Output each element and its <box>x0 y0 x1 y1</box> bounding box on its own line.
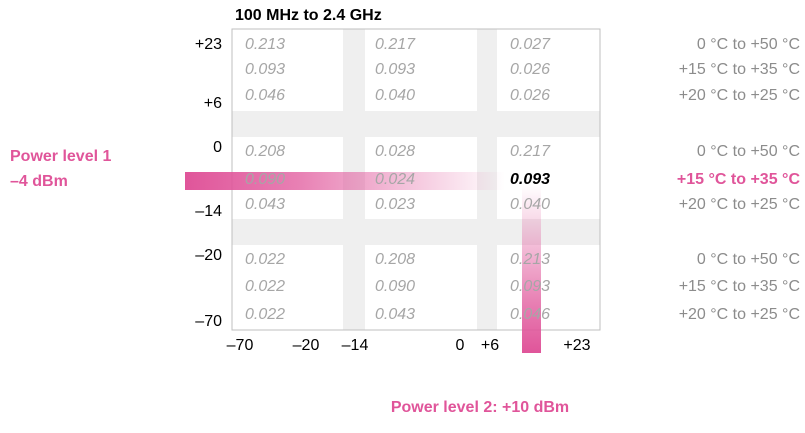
cell: 0.027 <box>510 36 551 53</box>
x-label: +6 <box>481 337 499 354</box>
cell: 0.090 <box>245 171 285 188</box>
cell: 0.040 <box>375 87 415 104</box>
power-level-1: Power level 1 <box>10 148 111 165</box>
y-label: +23 <box>195 36 222 53</box>
cell: 0.213 <box>245 36 285 53</box>
y-label: –14 <box>195 203 222 220</box>
row-band <box>232 111 600 137</box>
cell: 0.093 <box>375 61 415 78</box>
temperature: +15 °C to +35 °C <box>679 278 800 295</box>
cell: 0.023 <box>375 196 415 213</box>
x-label: –14 <box>342 337 369 354</box>
temperature: +20 °C to +25 °C <box>679 196 800 213</box>
temperature: +20 °C to +25 °C <box>679 306 800 323</box>
temperature: +15 °C to +35 °C <box>679 61 800 78</box>
title: 100 MHz to 2.4 GHz <box>235 7 382 24</box>
row-band <box>232 219 600 245</box>
cell: 0.213 <box>510 251 550 268</box>
x-label: +23 <box>563 337 590 354</box>
cell: 0.208 <box>375 251 415 268</box>
x-label: 0 <box>456 337 465 354</box>
temperature: 0 °C to +50 °C <box>697 36 800 53</box>
cell: 0.022 <box>245 278 285 295</box>
highlighted-cell: 0.093 <box>510 171 550 188</box>
cell: 0.026 <box>510 87 550 104</box>
power-level-1-value: –4 dBm <box>10 173 68 190</box>
power-level-1-bar <box>185 172 505 190</box>
power-level-2: Power level 2: +10 dBm <box>391 399 569 416</box>
cell: 0.046 <box>245 87 285 104</box>
y-label: –20 <box>195 247 222 264</box>
cell: 0.043 <box>245 196 285 213</box>
cell: 0.217 <box>510 143 551 160</box>
cell: 0.028 <box>375 143 415 160</box>
cell: 0.022 <box>245 306 285 323</box>
temperature: +20 °C to +25 °C <box>679 87 800 104</box>
x-label: –20 <box>293 337 320 354</box>
cell: 0.026 <box>510 61 550 78</box>
x-label: –70 <box>227 337 254 354</box>
temperature: 0 °C to +50 °C <box>697 143 800 160</box>
y-label: –70 <box>195 313 222 330</box>
cell: 0.024 <box>375 171 415 188</box>
y-label: +6 <box>204 95 222 112</box>
power-level-2-bar <box>522 185 541 353</box>
cell: 0.093 <box>245 61 285 78</box>
cell: 0.022 <box>245 251 285 268</box>
temperature: 0 °C to +50 °C <box>697 251 800 268</box>
cell: 0.090 <box>375 278 415 295</box>
cell: 0.043 <box>375 306 415 323</box>
y-label: 0 <box>213 139 222 156</box>
cell: 0.217 <box>375 36 416 53</box>
highlighted-temperature: +15 °C to +35 °C <box>677 171 801 188</box>
cell: 0.093 <box>510 278 550 295</box>
cell: 0.208 <box>245 143 285 160</box>
cell: 0.046 <box>510 306 550 323</box>
cell: 0.040 <box>510 196 550 213</box>
